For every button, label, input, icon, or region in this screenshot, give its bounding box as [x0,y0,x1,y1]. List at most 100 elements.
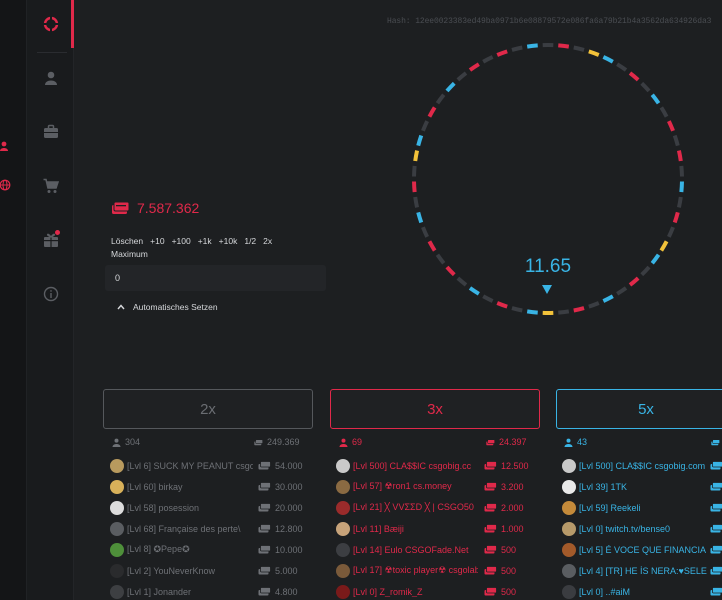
double-button[interactable]: 2x [263,236,273,246]
wheel-pointer-icon [542,285,552,294]
sidebar-item-inventory[interactable] [27,120,74,144]
wheel-segment-red [468,62,480,72]
bet-amount-value: 500 [501,565,517,576]
avatar[interactable] [336,584,350,599]
avatar[interactable] [110,500,124,515]
avatar[interactable] [336,563,350,578]
player-name[interactable]: [Lvl 6] SUCK MY PEANUT csgo [127,460,253,471]
avatar[interactable] [110,479,124,494]
bet-amount-input[interactable] [105,265,326,291]
player-name[interactable]: [Lvl 0] Z_romik_Z [353,586,423,597]
briefcase-icon [43,124,58,138]
bet-row: [Lvl 2] YouNeverKnow 5.000 [110,560,310,581]
avatar[interactable] [336,458,350,473]
coins-icon [484,482,497,491]
player-name[interactable]: [Lvl 17] ☢toxic player☢ csgolab [353,565,478,575]
wheel-segment-grey [412,165,417,177]
bet-amount-value: 20.000 [275,502,303,513]
player-name[interactable]: [Lvl 0] ..#aiM [579,586,631,597]
coins-icon [254,438,263,445]
wheel-segment-red [573,306,585,313]
sidebar-item-shop[interactable] [27,174,74,198]
player-name[interactable]: [Lvl 500] CLA$$IC csgobig.com [579,460,706,471]
player-name[interactable]: [Lvl 1] Jonander [127,586,192,597]
wheel-segment-blue [526,43,538,49]
avatar[interactable] [562,542,576,557]
bet-2x-button[interactable]: 2x [103,389,313,429]
avatar[interactable] [110,563,124,578]
bet-row: [Lvl 500] CLA$$IC csgobig.com [562,455,722,476]
avatar[interactable] [562,458,576,473]
auto-bet-toggle[interactable]: Automatisches Setzen [117,302,218,312]
wheel-segment-grey [616,62,628,72]
player-name[interactable]: [Lvl 500] CLA$$IC csgobig.cc [353,460,472,471]
bet-row: [Lvl 6] SUCK MY PEANUT csgo 54.000 [110,455,310,476]
logo-button[interactable] [27,12,74,36]
wheel-segment-grey [640,81,651,93]
avatar[interactable] [336,542,350,557]
bet-row: [Lvl 4] [TR] HE İS NERA:♥SELEN [562,560,722,581]
wheel-segment-grey [435,253,446,265]
avatar[interactable] [110,458,124,473]
add-1k-button[interactable]: +1k [197,236,212,246]
add-10-button[interactable]: +10 [150,236,165,246]
coins-icon [112,201,130,214]
player-name[interactable]: [Lvl 14] Eulo CSGOFade.Net [353,544,469,555]
player-name[interactable]: [Lvl 4] [TR] HE İS NERA:♥SELEN [579,565,707,576]
sidebar-item-profile[interactable] [27,66,74,90]
wheel-segment-grey [588,301,600,309]
player-name[interactable]: [Lvl 68] Française des perte\ [127,523,241,534]
avatar[interactable] [110,542,124,557]
bet-row: [Lvl 17] ☢toxic player☢ csgolab 500 [336,560,536,581]
avatar[interactable] [110,584,124,599]
wheel-segment-grey [672,134,680,147]
globe-icon[interactable] [0,179,12,191]
wheel-segment-gold [588,49,600,57]
outer-rail [0,0,27,600]
avatar[interactable] [110,521,124,536]
clear-button[interactable]: Löschen [111,236,144,246]
sidebar-item-info[interactable] [27,282,74,306]
player-name[interactable]: [Lvl 39] 1TK [579,481,628,492]
player-name[interactable]: [Lvl 11] Bæiji [353,523,404,534]
bet-amount: 500 [484,587,516,597]
coins-icon [258,482,271,491]
player-name[interactable]: [Lvl 21] ╳ VVΣΣD ╳ | CSGO50 [353,502,474,512]
add-10k-button[interactable]: +10k [218,236,238,246]
avatar[interactable] [562,500,576,515]
bet-amount: 54.000 [258,461,303,471]
wheel-segment-red [496,49,508,57]
wheel-segment-red [676,150,683,162]
bet-5x-button[interactable]: 5x [556,389,722,429]
player-name[interactable]: [Lvl 57] ☢ron1 cs.money [353,481,452,491]
user-icon[interactable] [0,140,12,152]
bet-3x-button[interactable]: 3x [330,389,540,429]
player-name[interactable]: [Lvl 5] É VOCE QUE FINANCIA E [579,544,707,555]
avatar[interactable] [562,479,576,494]
wheel-segment-grey [456,276,468,287]
wheel-segment-red [496,301,508,309]
player-name[interactable]: [Lvl 2] YouNeverKnow [127,565,216,576]
bet-amount: 500 [484,566,516,576]
bet-row: [Lvl 58] posession 20.000 [110,497,310,518]
player-name[interactable]: [Lvl 59] Reekeli [579,502,641,513]
avatar[interactable] [562,584,576,599]
player-name[interactable]: [Lvl 8] ✪Pepe✪ [127,544,190,554]
wheel-segment-red [445,265,456,277]
max-button[interactable]: Maximum [111,249,148,259]
coins-icon [710,566,722,575]
add-100-button[interactable]: +100 [171,236,191,246]
avatar[interactable] [562,521,576,536]
blue-total [711,436,722,448]
bet-row: [Lvl 57] ☢ron1 cs.money 3.200 [336,476,536,497]
avatar[interactable] [562,563,576,578]
avatar[interactable] [336,521,350,536]
sidebar-item-rewards[interactable] [27,228,74,252]
avatar[interactable] [336,479,350,494]
player-name[interactable]: [Lvl 60] birkay [127,481,183,492]
player-name[interactable]: [Lvl 0] twitch.tv/bense0 [579,523,671,534]
half-button[interactable]: 1/2 [244,236,257,246]
wheel-segment-red [412,181,417,193]
player-name[interactable]: [Lvl 58] posession [127,502,200,513]
avatar[interactable] [336,500,350,515]
